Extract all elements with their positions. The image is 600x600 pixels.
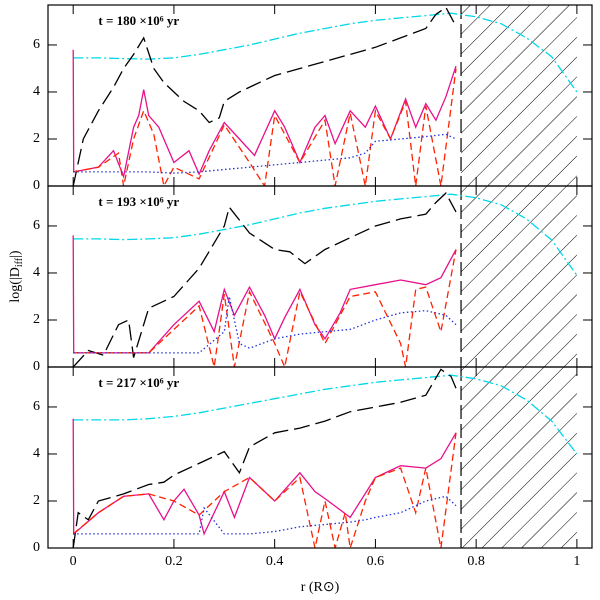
y-tick-label: 2 [33,493,40,508]
x-axis-label: r (R⊙) [301,580,340,595]
y-tick-label: 6 [33,399,40,414]
series-line [73,296,457,354]
y-tick-label: 6 [33,218,40,233]
y-tick-label: 0 [33,540,40,555]
hatched-region [461,186,577,367]
y-axis-label-part: |) [8,250,23,258]
series-line [72,432,457,548]
y-tick-label: 4 [33,446,40,461]
x-tick-label: 0.8 [467,554,485,569]
y-axis-label-part: log(|D [8,267,23,302]
series-line [73,193,578,276]
panel-frame [47,366,593,549]
x-tick-label: 0.2 [165,554,183,569]
y-tick-label: 6 [33,37,40,52]
x-tick-label: 1 [573,554,580,569]
panel-title: t = 180 ×10⁶ yr [98,13,179,28]
y-tick-label: 4 [33,84,40,99]
y-tick-label: 2 [33,131,40,146]
x-tick-label: 0.4 [266,554,284,569]
x-tick-label: 0 [70,554,77,569]
series-line [72,418,457,536]
y-axis-label-part: iff [14,257,25,267]
y-tick-label: 2 [33,312,40,327]
series-line [73,249,457,367]
panel-title: t = 193 ×10⁶ yr [98,194,179,209]
series-line [72,49,457,179]
series-line [72,368,457,548]
y-tick-label: 0 [33,359,40,374]
y-axis-label: log(|Diff|) [8,250,25,303]
series-line [73,68,457,186]
y-tick-label: 0 [33,178,40,193]
hatched-region [461,5,577,186]
series-line [73,12,578,93]
series-line [73,374,578,455]
x-tick-label: 0.6 [367,554,385,569]
y-tick-label: 4 [33,265,40,280]
series-line [72,6,457,186]
hatched-region [461,367,577,548]
series-line [73,495,457,535]
panel-title: t = 217 ×10⁶ yr [98,375,179,390]
series-line [72,192,457,367]
